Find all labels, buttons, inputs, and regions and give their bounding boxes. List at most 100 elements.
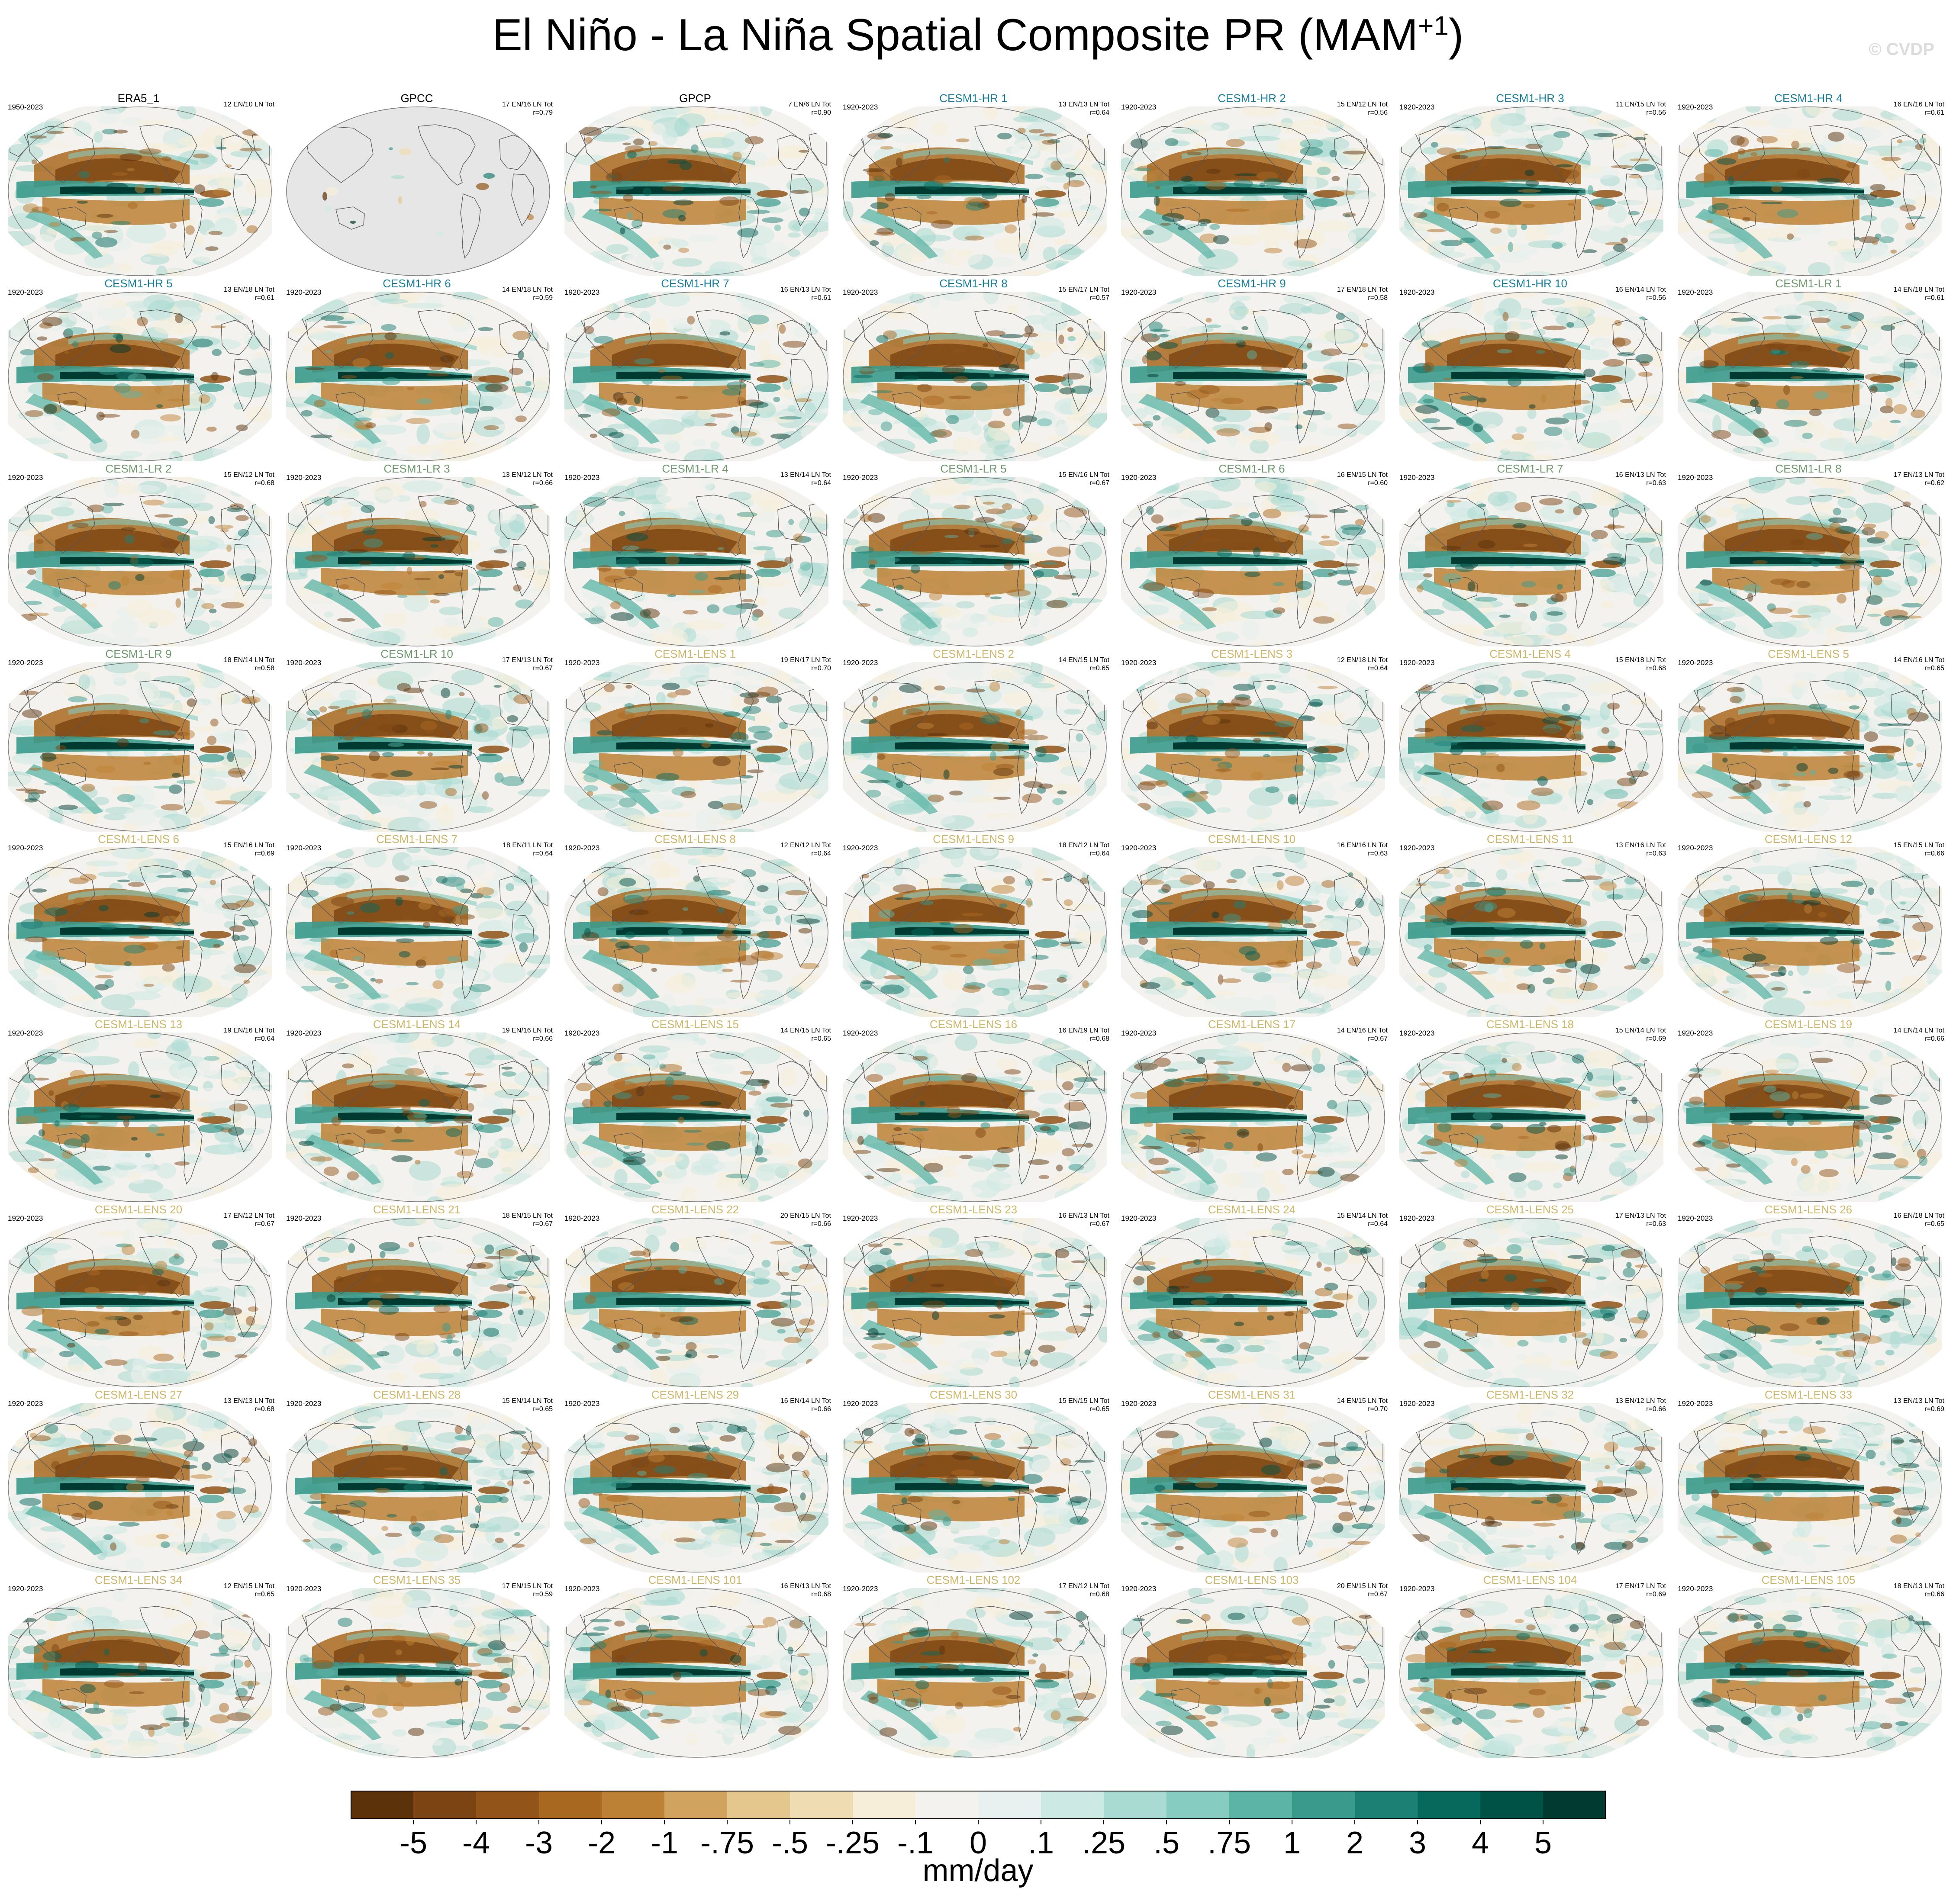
panel-years: 1920-2023 bbox=[1399, 844, 1435, 852]
panel-stats: 14 EN/16 LN Tot r=0.67 bbox=[1337, 1026, 1388, 1043]
panel-title: CESM1-LENS 32 bbox=[1486, 1388, 1574, 1401]
panel-years: 1920-2023 bbox=[8, 1214, 43, 1222]
panel-title: CESM1-LENS 17 bbox=[1208, 1018, 1296, 1031]
panel-years: 1920-2023 bbox=[843, 473, 878, 482]
panel-event-counts: 17 EN/15 LN Tot bbox=[502, 1582, 553, 1590]
panel-stats: 14 EN/18 LN Tot r=0.61 bbox=[1894, 286, 1944, 302]
panel-title: CESM1-HR 10 bbox=[1493, 277, 1567, 290]
panel-stats: 12 EN/10 LN Tot bbox=[224, 100, 274, 109]
map-panel: CESM1-LENS 20 1920-2023 17 EN/12 LN Tot r=0… bbox=[0, 1203, 277, 1388]
map-panel: CESM1-LENS 29 1920-2023 16 EN/14 LN Tot r=0… bbox=[557, 1388, 834, 1573]
panel-years: 1920-2023 bbox=[564, 659, 600, 667]
panel-stats: 17 EN/12 LN Tot r=0.67 bbox=[224, 1212, 274, 1228]
panel-title: CESM1-LR 6 bbox=[1218, 462, 1285, 475]
map-ellipse bbox=[1399, 106, 1663, 276]
panel-event-counts: 13 EN/13 LN Tot bbox=[1893, 1397, 1944, 1405]
colorbar-tick-label: 2 bbox=[1346, 1826, 1364, 1860]
map-panel: CESM1-HR 4 1920-2023 16 EN/16 LN Tot r=0.61 bbox=[1670, 92, 1947, 277]
map-ellipse bbox=[1399, 1218, 1663, 1387]
panel-pattern-correlation: r=0.64 bbox=[533, 850, 553, 857]
panel-title: CESM1-LENS 33 bbox=[1764, 1388, 1853, 1401]
panel-pattern-correlation: r=0.68 bbox=[811, 1591, 831, 1598]
map-ellipse bbox=[1121, 1588, 1385, 1758]
map-panel: CESM1-LENS 105 1920-2023 18 EN/13 LN Tot r=… bbox=[1670, 1573, 1947, 1759]
map-ellipse bbox=[1678, 662, 1942, 832]
panel-event-counts: 16 EN/13 LN Tot bbox=[1615, 471, 1666, 479]
panel-pattern-correlation: r=0.57 bbox=[1089, 294, 1109, 302]
panel-years: 1920-2023 bbox=[1121, 844, 1157, 852]
map-ellipse bbox=[8, 1032, 272, 1202]
map-ellipse bbox=[843, 1218, 1107, 1387]
colorbar-tick-label: 5 bbox=[1534, 1826, 1552, 1860]
panel-pattern-correlation: r=0.65 bbox=[1089, 665, 1109, 672]
panel-pattern-correlation: r=0.64 bbox=[811, 850, 831, 857]
panel-years: 1920-2023 bbox=[286, 473, 322, 482]
panel-event-counts: 19 EN/16 LN Tot bbox=[223, 1027, 274, 1034]
panel-stats: 15 EN/14 LN Tot r=0.65 bbox=[502, 1397, 553, 1413]
panel-event-counts: 15 EN/12 LN Tot bbox=[223, 471, 274, 479]
map-panel: CESM1-LENS 2 1920-2023 14 EN/15 LN Tot r=0.… bbox=[835, 647, 1112, 833]
map-ellipse bbox=[1399, 1032, 1663, 1202]
colorbar-tick-label: 1 bbox=[1283, 1826, 1301, 1860]
panel-years: 1920-2023 bbox=[1121, 473, 1157, 482]
panel-title: CESM1-LENS 10 bbox=[1208, 833, 1296, 846]
panel-pattern-correlation: r=0.56 bbox=[1646, 294, 1666, 302]
colorbar-tick bbox=[852, 1820, 853, 1824]
panel-years: 1920-2023 bbox=[1121, 1399, 1157, 1408]
panel-stats: 18 EN/15 LN Tot r=0.67 bbox=[502, 1212, 553, 1228]
map-panel: GPCC 17 EN/16 LN Tot r=0.79 bbox=[278, 92, 555, 277]
map-panel: CESM1-LENS 7 1920-2023 18 EN/11 LN Tot r=0.… bbox=[278, 833, 555, 1018]
map-ellipse bbox=[564, 847, 828, 1017]
panel-title: CESM1-LR 8 bbox=[1775, 462, 1842, 475]
panel-title: CESM1-LENS 21 bbox=[373, 1203, 461, 1216]
map-panel: CESM1-LENS 34 1920-2023 12 EN/15 LN Tot r=0… bbox=[0, 1573, 277, 1759]
panel-stats: 12 EN/12 LN Tot r=0.64 bbox=[780, 841, 831, 858]
panel-title: CESM1-LENS 101 bbox=[648, 1573, 742, 1586]
map-ellipse bbox=[843, 662, 1107, 832]
panel-pattern-correlation: r=0.61 bbox=[255, 294, 274, 302]
panel-title: CESM1-LENS 34 bbox=[94, 1573, 183, 1586]
panel-stats: 15 EN/16 LN Tot r=0.69 bbox=[224, 841, 274, 858]
map-panel: CESM1-LENS 14 1920-2023 19 EN/16 LN Tot r=0… bbox=[278, 1018, 555, 1203]
panel-event-counts: 16 EN/16 LN Tot bbox=[1893, 101, 1944, 108]
panel-pattern-correlation: r=0.65 bbox=[1924, 665, 1944, 672]
panel-stats: 14 EN/15 LN Tot r=0.70 bbox=[1337, 1397, 1388, 1413]
panel-stats: 15 EN/16 LN Tot r=0.67 bbox=[1059, 471, 1109, 487]
map-panel: CESM1-HR 3 1920-2023 11 EN/15 LN Tot r=0.56 bbox=[1392, 92, 1669, 277]
colorbar-box bbox=[664, 1791, 727, 1819]
panel-event-counts: 18 EN/14 LN Tot bbox=[223, 656, 274, 664]
panel-title: CESM1-LR 9 bbox=[105, 647, 172, 660]
panel-title: CESM1-LENS 35 bbox=[373, 1573, 461, 1586]
panel-title: CESM1-LENS 24 bbox=[1208, 1203, 1296, 1216]
panel-years: 1920-2023 bbox=[8, 844, 43, 852]
panel-pattern-correlation: r=0.69 bbox=[1646, 1035, 1666, 1042]
panel-event-counts: 13 EN/12 LN Tot bbox=[1615, 1397, 1666, 1405]
panel-years: 1920-2023 bbox=[1678, 1214, 1713, 1222]
map-ellipse bbox=[1678, 292, 1942, 461]
panel-stats: 17 EN/17 LN Tot r=0.69 bbox=[1615, 1582, 1666, 1598]
panel-stats: 18 EN/11 LN Tot r=0.64 bbox=[503, 841, 553, 858]
panel-stats: 15 EN/12 LN Tot r=0.68 bbox=[224, 471, 274, 487]
panel-event-counts: 19 EN/17 LN Tot bbox=[780, 656, 831, 664]
map-panel: CESM1-LENS 30 1920-2023 15 EN/15 LN Tot r=0… bbox=[835, 1388, 1112, 1573]
map-ellipse bbox=[8, 292, 272, 461]
panel-event-counts: 17 EN/18 LN Tot bbox=[1337, 286, 1388, 293]
colorbar-box bbox=[1480, 1791, 1543, 1819]
panel-stats: 14 EN/15 LN Tot r=0.65 bbox=[1059, 656, 1109, 672]
panel-pattern-correlation: r=0.67 bbox=[533, 665, 553, 672]
map-panel: CESM1-LR 3 1920-2023 13 EN/12 LN Tot r=0.66 bbox=[278, 462, 555, 647]
panel-title: CESM1-LENS 31 bbox=[1208, 1388, 1296, 1401]
panel-stats: 17 EN/13 LN Tot r=0.63 bbox=[1615, 1212, 1666, 1228]
panel-years: 1920-2023 bbox=[1121, 1029, 1157, 1037]
colorbar-tick-label: .5 bbox=[1153, 1826, 1180, 1860]
panel-pattern-correlation: r=0.69 bbox=[1646, 1591, 1666, 1598]
panel-stats: 13 EN/13 LN Tot r=0.69 bbox=[1894, 1397, 1944, 1413]
panel-stats: 20 EN/15 LN Tot r=0.66 bbox=[780, 1212, 831, 1228]
panel-event-counts: 14 EN/15 LN Tot bbox=[1337, 1397, 1388, 1405]
colorbar-box bbox=[1167, 1791, 1229, 1819]
panel-pattern-correlation: r=0.66 bbox=[811, 1405, 831, 1413]
map-ellipse bbox=[286, 1218, 550, 1387]
map-panel: CESM1-HR 6 1920-2023 14 EN/18 LN Tot r=0.59 bbox=[278, 277, 555, 462]
panel-event-counts: 14 EN/15 LN Tot bbox=[1058, 656, 1109, 664]
map-ellipse bbox=[1121, 847, 1385, 1017]
